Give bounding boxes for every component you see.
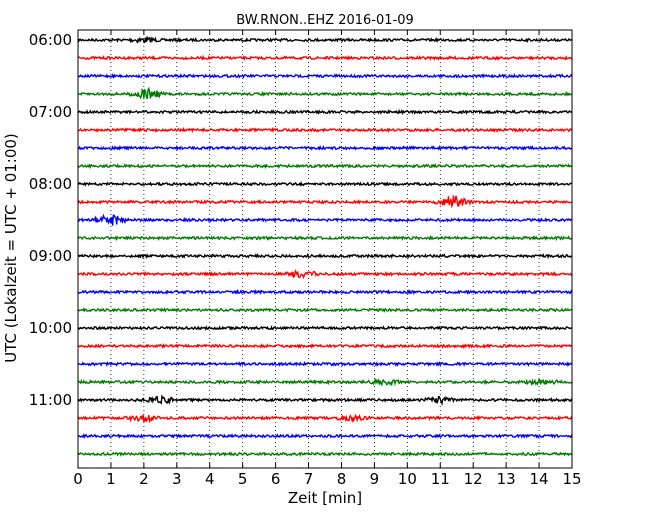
x-tick-label: 13 [497,470,516,488]
trace-0815 [77,195,573,209]
x-tick-label: 14 [530,470,549,488]
plot-frame [77,29,573,469]
x-tick-label: 1 [106,470,116,488]
trace-0730 [77,144,573,151]
trace-1030 [77,360,573,368]
y-axis: 06:00 07:00 08:00 09:00 10:00 11:00 [29,31,83,409]
x-axis-label: Zeit [min] [288,489,362,507]
trace-0845 [77,234,572,242]
x-tick-label: 3 [172,470,182,488]
x-tick-label: 11 [431,470,450,488]
y-tick-label: 08:00 [29,175,72,193]
trace-0830 [77,213,573,226]
trace-1100 [77,394,573,407]
trace-1145 [77,451,573,458]
x-tick-label: 0 [73,470,83,488]
trace-1130 [77,433,573,439]
trace-0630 [77,73,573,80]
y-tick-label: 09:00 [29,247,72,265]
trace-0915 [77,269,573,280]
y-tick-label: 10:00 [29,319,72,337]
trace-1045 [77,377,573,387]
x-tick-label: 15 [562,470,581,488]
x-axis: 0 1 2 3 4 5 6 7 8 9 10 11 12 13 14 15 [73,30,582,488]
trace-0800 [77,180,572,187]
x-tick-label: 4 [205,470,215,488]
trace-1015 [77,342,573,350]
chart-title: BW.RNON..EHZ 2016-01-09 [236,13,414,28]
traces [77,35,573,458]
x-tick-label: 8 [337,470,347,488]
y-tick-label: 11:00 [29,391,72,409]
x-tick-label: 7 [304,470,314,488]
trace-0615 [77,54,573,62]
trace-0900 [77,252,573,260]
y-tick-label: 07:00 [29,103,72,121]
y-axis-label: UTC (Lokalzeit = UTC + 01:00) [2,133,20,363]
trace-0700 [77,108,573,116]
trace-1000 [77,325,573,331]
y-tick-label: 06:00 [29,31,72,49]
x-tick-label: 6 [271,470,281,488]
x-tick-label: 2 [139,470,149,488]
x-tick-label: 10 [398,470,417,488]
x-tick-label: 12 [464,470,483,488]
trace-1115 [77,413,573,424]
trace-0930 [77,288,573,296]
trace-0645 [77,86,573,100]
x-tick-label: 5 [238,470,248,488]
trace-0715 [77,126,573,134]
trace-0945 [77,307,573,314]
trace-0600 [77,35,573,44]
trace-0745 [77,162,573,170]
x-tick-label: 9 [370,470,380,488]
